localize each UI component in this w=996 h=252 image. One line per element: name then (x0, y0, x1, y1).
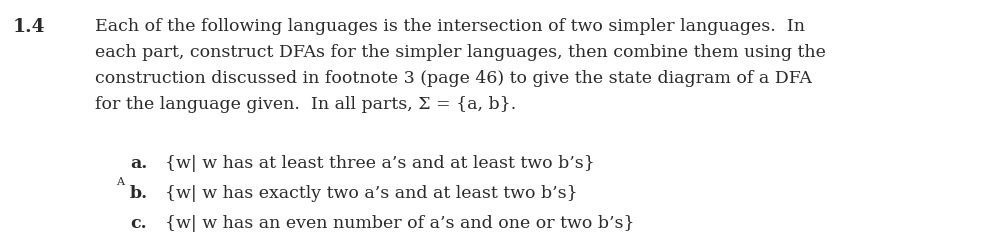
Text: a.: a. (130, 154, 147, 171)
Text: A: A (116, 176, 124, 186)
Text: b.: b. (130, 184, 148, 201)
Text: 1.4: 1.4 (13, 18, 46, 36)
Text: construction discussed in footnote 3 (page 46) to give the state diagram of a DF: construction discussed in footnote 3 (pa… (95, 70, 812, 87)
Text: {w| w has an even number of a’s and one or two b’s}: {w| w has an even number of a’s and one … (165, 214, 634, 231)
Text: Each of the following languages is the intersection of two simpler languages.  I: Each of the following languages is the i… (95, 18, 805, 35)
Text: {w| w has at least three a’s and at least two b’s}: {w| w has at least three a’s and at leas… (165, 154, 595, 171)
Text: for the language given.  In all parts, Σ = {a, b}.: for the language given. In all parts, Σ … (95, 96, 516, 113)
Text: {w| w has exactly two a’s and at least two b’s}: {w| w has exactly two a’s and at least t… (165, 184, 578, 201)
Text: c.: c. (130, 214, 146, 231)
Text: each part, construct DFAs for the simpler languages, then combine them using the: each part, construct DFAs for the simple… (95, 44, 826, 61)
